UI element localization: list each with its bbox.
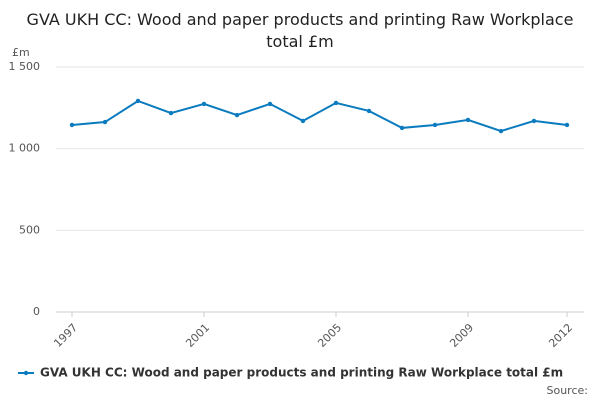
data-point — [201, 101, 207, 107]
data-point — [135, 98, 141, 104]
data-point — [300, 118, 306, 124]
y-axis-label: £m — [12, 46, 30, 59]
x-tick-label: 2009 — [447, 321, 476, 350]
data-point — [69, 122, 75, 128]
series-line — [71, 99, 568, 133]
y-tick-label: 500 — [19, 223, 40, 236]
data-point — [432, 122, 438, 128]
data-point — [234, 112, 240, 118]
data-point — [465, 117, 471, 123]
x-tick-label: 2001 — [183, 321, 212, 350]
x-tick-label: 1997 — [51, 321, 80, 350]
y-tick-label: 1 500 — [9, 60, 41, 73]
y-tick-label: 1 000 — [9, 142, 41, 155]
data-point — [531, 118, 537, 124]
data-point — [267, 101, 273, 107]
data-point — [102, 119, 108, 125]
legend-label: GVA UKH CC: Wood and paper products and … — [40, 366, 563, 380]
source: Source: — [547, 384, 589, 397]
data-point — [366, 108, 372, 114]
y-tick-label: 0 — [33, 305, 40, 318]
x-tick-label: 2005 — [315, 321, 344, 350]
data-point — [399, 125, 405, 131]
chart-title: GVA UKH CC: Wood and paper products and … — [27, 10, 574, 51]
data-point — [564, 122, 570, 128]
data-point — [333, 100, 339, 106]
data-point — [168, 110, 174, 116]
x-tick-label: 2012 — [546, 321, 575, 350]
legend-marker — [23, 370, 29, 376]
data-point — [498, 128, 504, 134]
